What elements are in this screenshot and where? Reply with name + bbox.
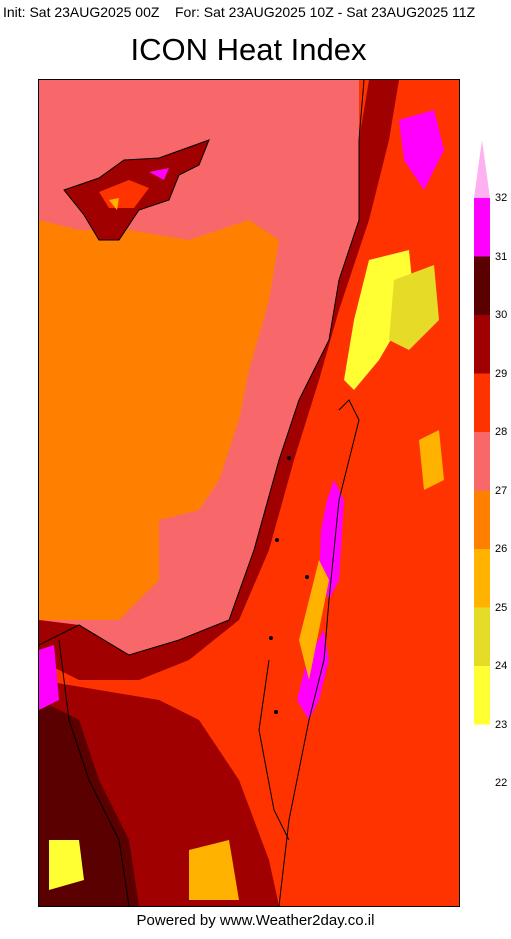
nile-hot xyxy=(39,645,59,710)
coastal-hot-zone xyxy=(39,80,399,680)
central-highlands xyxy=(299,560,329,680)
city-marker xyxy=(274,710,278,714)
border-line xyxy=(258,659,290,841)
sinai-south-cool xyxy=(189,840,239,900)
footer-credit: Powered by www.Weather2day.co.il xyxy=(136,912,375,929)
map-title: ICON Heat Index xyxy=(130,32,367,67)
valid-time: For: Sat 23AUG2025 10Z - Sat 23AUG2025 1… xyxy=(175,4,476,20)
city-marker xyxy=(287,456,291,460)
legend-tick-label: 29 xyxy=(495,367,508,380)
cyprus-hot-spot xyxy=(149,168,169,180)
city-marker xyxy=(269,636,273,640)
legend-tick-label: 26 xyxy=(495,543,508,555)
legend-tick-label: 22 xyxy=(495,777,508,789)
legend-tick-label: 24 xyxy=(495,660,508,672)
city-marker xyxy=(305,575,309,579)
init-time: Init: Sat 23AUG2025 00Z xyxy=(3,4,160,20)
legend-bar xyxy=(474,140,490,725)
legend-tick-label: 30 xyxy=(495,309,508,321)
legend-swatch xyxy=(474,549,490,608)
legend-tick-label: 25 xyxy=(495,601,508,614)
legend-swatch xyxy=(474,666,490,725)
map-canvas xyxy=(39,80,459,906)
color-legend xyxy=(472,140,492,740)
sinai-highlands xyxy=(49,840,84,890)
border-line xyxy=(278,399,360,906)
border-line xyxy=(58,639,130,906)
legend-tick-label: 31 xyxy=(495,250,508,263)
legend-tick-label: 28 xyxy=(495,426,508,438)
arava-hot xyxy=(297,630,329,720)
legend-swatch xyxy=(474,432,490,491)
sea-zone xyxy=(159,510,239,640)
legend-swatch xyxy=(474,198,490,257)
northern-hot xyxy=(399,110,444,190)
legend-overflow-arrow xyxy=(474,140,490,198)
jordan-plateau xyxy=(419,430,444,490)
anti-lebanon xyxy=(389,265,439,350)
legend-swatch xyxy=(474,373,490,432)
cyprus-warm-spot xyxy=(109,198,119,210)
legend-swatch xyxy=(474,315,490,374)
city-marker xyxy=(275,538,279,542)
run-info: Init: Sat 23AUG2025 00Z For: Sat 23AUG20… xyxy=(3,4,475,20)
legend-tick-label: 23 xyxy=(495,718,508,731)
legend-swatch xyxy=(474,490,490,549)
sea-warm-zone xyxy=(39,220,279,620)
cyprus-coastline xyxy=(63,139,210,241)
heat-index-map xyxy=(38,79,460,907)
legend-swatch xyxy=(474,607,490,666)
legend-swatch xyxy=(474,256,490,315)
coastline xyxy=(39,80,365,656)
legend-tick-label: 32 xyxy=(495,192,508,204)
legend-tick-label: 27 xyxy=(495,484,508,497)
